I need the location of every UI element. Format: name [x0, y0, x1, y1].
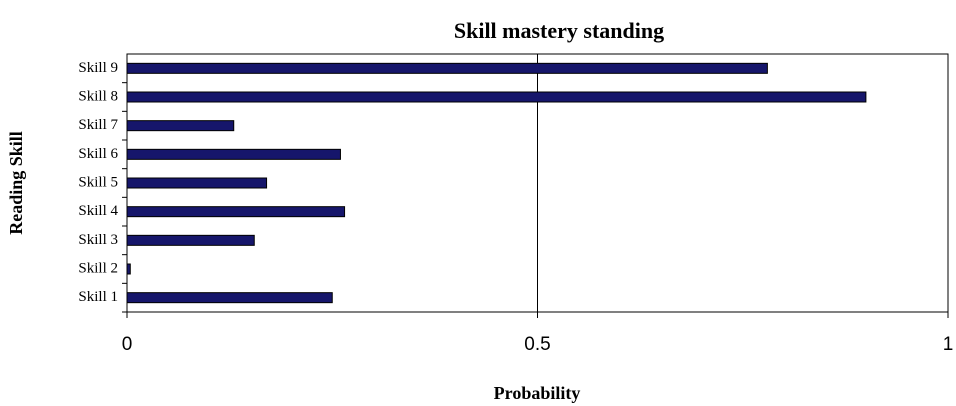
bar [126, 120, 235, 132]
bar [126, 234, 255, 246]
y-tick-label: Skill 2 [78, 260, 118, 276]
y-tick-label: Skill 3 [78, 232, 118, 248]
y-tick-label: Skill 6 [78, 146, 118, 162]
x-tick-label: 0.5 [524, 334, 550, 355]
bar [126, 177, 268, 189]
chart-title: Skill mastery standing [454, 18, 664, 43]
bar [126, 62, 768, 74]
y-tick-label: Skill 7 [78, 117, 118, 133]
x-axis-label: Probability [494, 383, 581, 403]
bar [126, 263, 131, 275]
y-tick-label: Skill 5 [78, 174, 118, 190]
bar [126, 148, 341, 160]
y-tick-label: Skill 8 [78, 88, 118, 104]
y-axis-label: Reading Skill [6, 131, 26, 235]
y-tick-label: Skill 9 [78, 60, 118, 76]
x-tick-label: 0 [122, 334, 133, 355]
bar [126, 91, 867, 103]
y-tick-label: Skill 4 [78, 203, 118, 219]
bar [126, 292, 333, 304]
bar [126, 206, 346, 218]
y-tick-label: Skill 1 [78, 289, 118, 305]
x-tick-label: 1 [943, 334, 954, 355]
